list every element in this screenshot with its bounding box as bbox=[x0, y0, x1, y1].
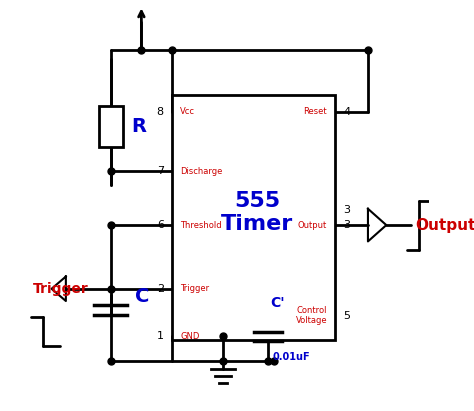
Text: 555
Timer: 555 Timer bbox=[221, 191, 293, 234]
Text: 0.01uF: 0.01uF bbox=[272, 353, 310, 363]
Text: 7: 7 bbox=[157, 166, 164, 176]
Text: 8: 8 bbox=[157, 106, 164, 117]
Text: C: C bbox=[135, 286, 150, 306]
Text: R: R bbox=[131, 117, 146, 136]
Text: Discharge: Discharge bbox=[180, 167, 222, 176]
Text: Trigger: Trigger bbox=[33, 282, 89, 296]
Text: Control
Voltage: Control Voltage bbox=[295, 306, 327, 326]
Text: 3: 3 bbox=[344, 205, 350, 215]
Text: Reset: Reset bbox=[303, 107, 327, 116]
Text: Vcc: Vcc bbox=[180, 107, 195, 116]
Text: 3: 3 bbox=[344, 220, 350, 230]
Text: 5: 5 bbox=[344, 311, 350, 321]
Text: Output: Output bbox=[298, 221, 327, 230]
Text: 1: 1 bbox=[157, 331, 164, 341]
Text: GND: GND bbox=[180, 332, 200, 341]
Text: 6: 6 bbox=[157, 220, 164, 230]
Text: Threshold: Threshold bbox=[180, 221, 222, 230]
Text: 2: 2 bbox=[157, 284, 164, 294]
Text: Trigger: Trigger bbox=[180, 284, 210, 293]
Text: Output: Output bbox=[415, 217, 474, 233]
Text: 4: 4 bbox=[344, 106, 351, 117]
Bar bbox=[99, 106, 123, 147]
Bar bbox=[172, 95, 335, 340]
Text: C': C' bbox=[270, 296, 284, 309]
